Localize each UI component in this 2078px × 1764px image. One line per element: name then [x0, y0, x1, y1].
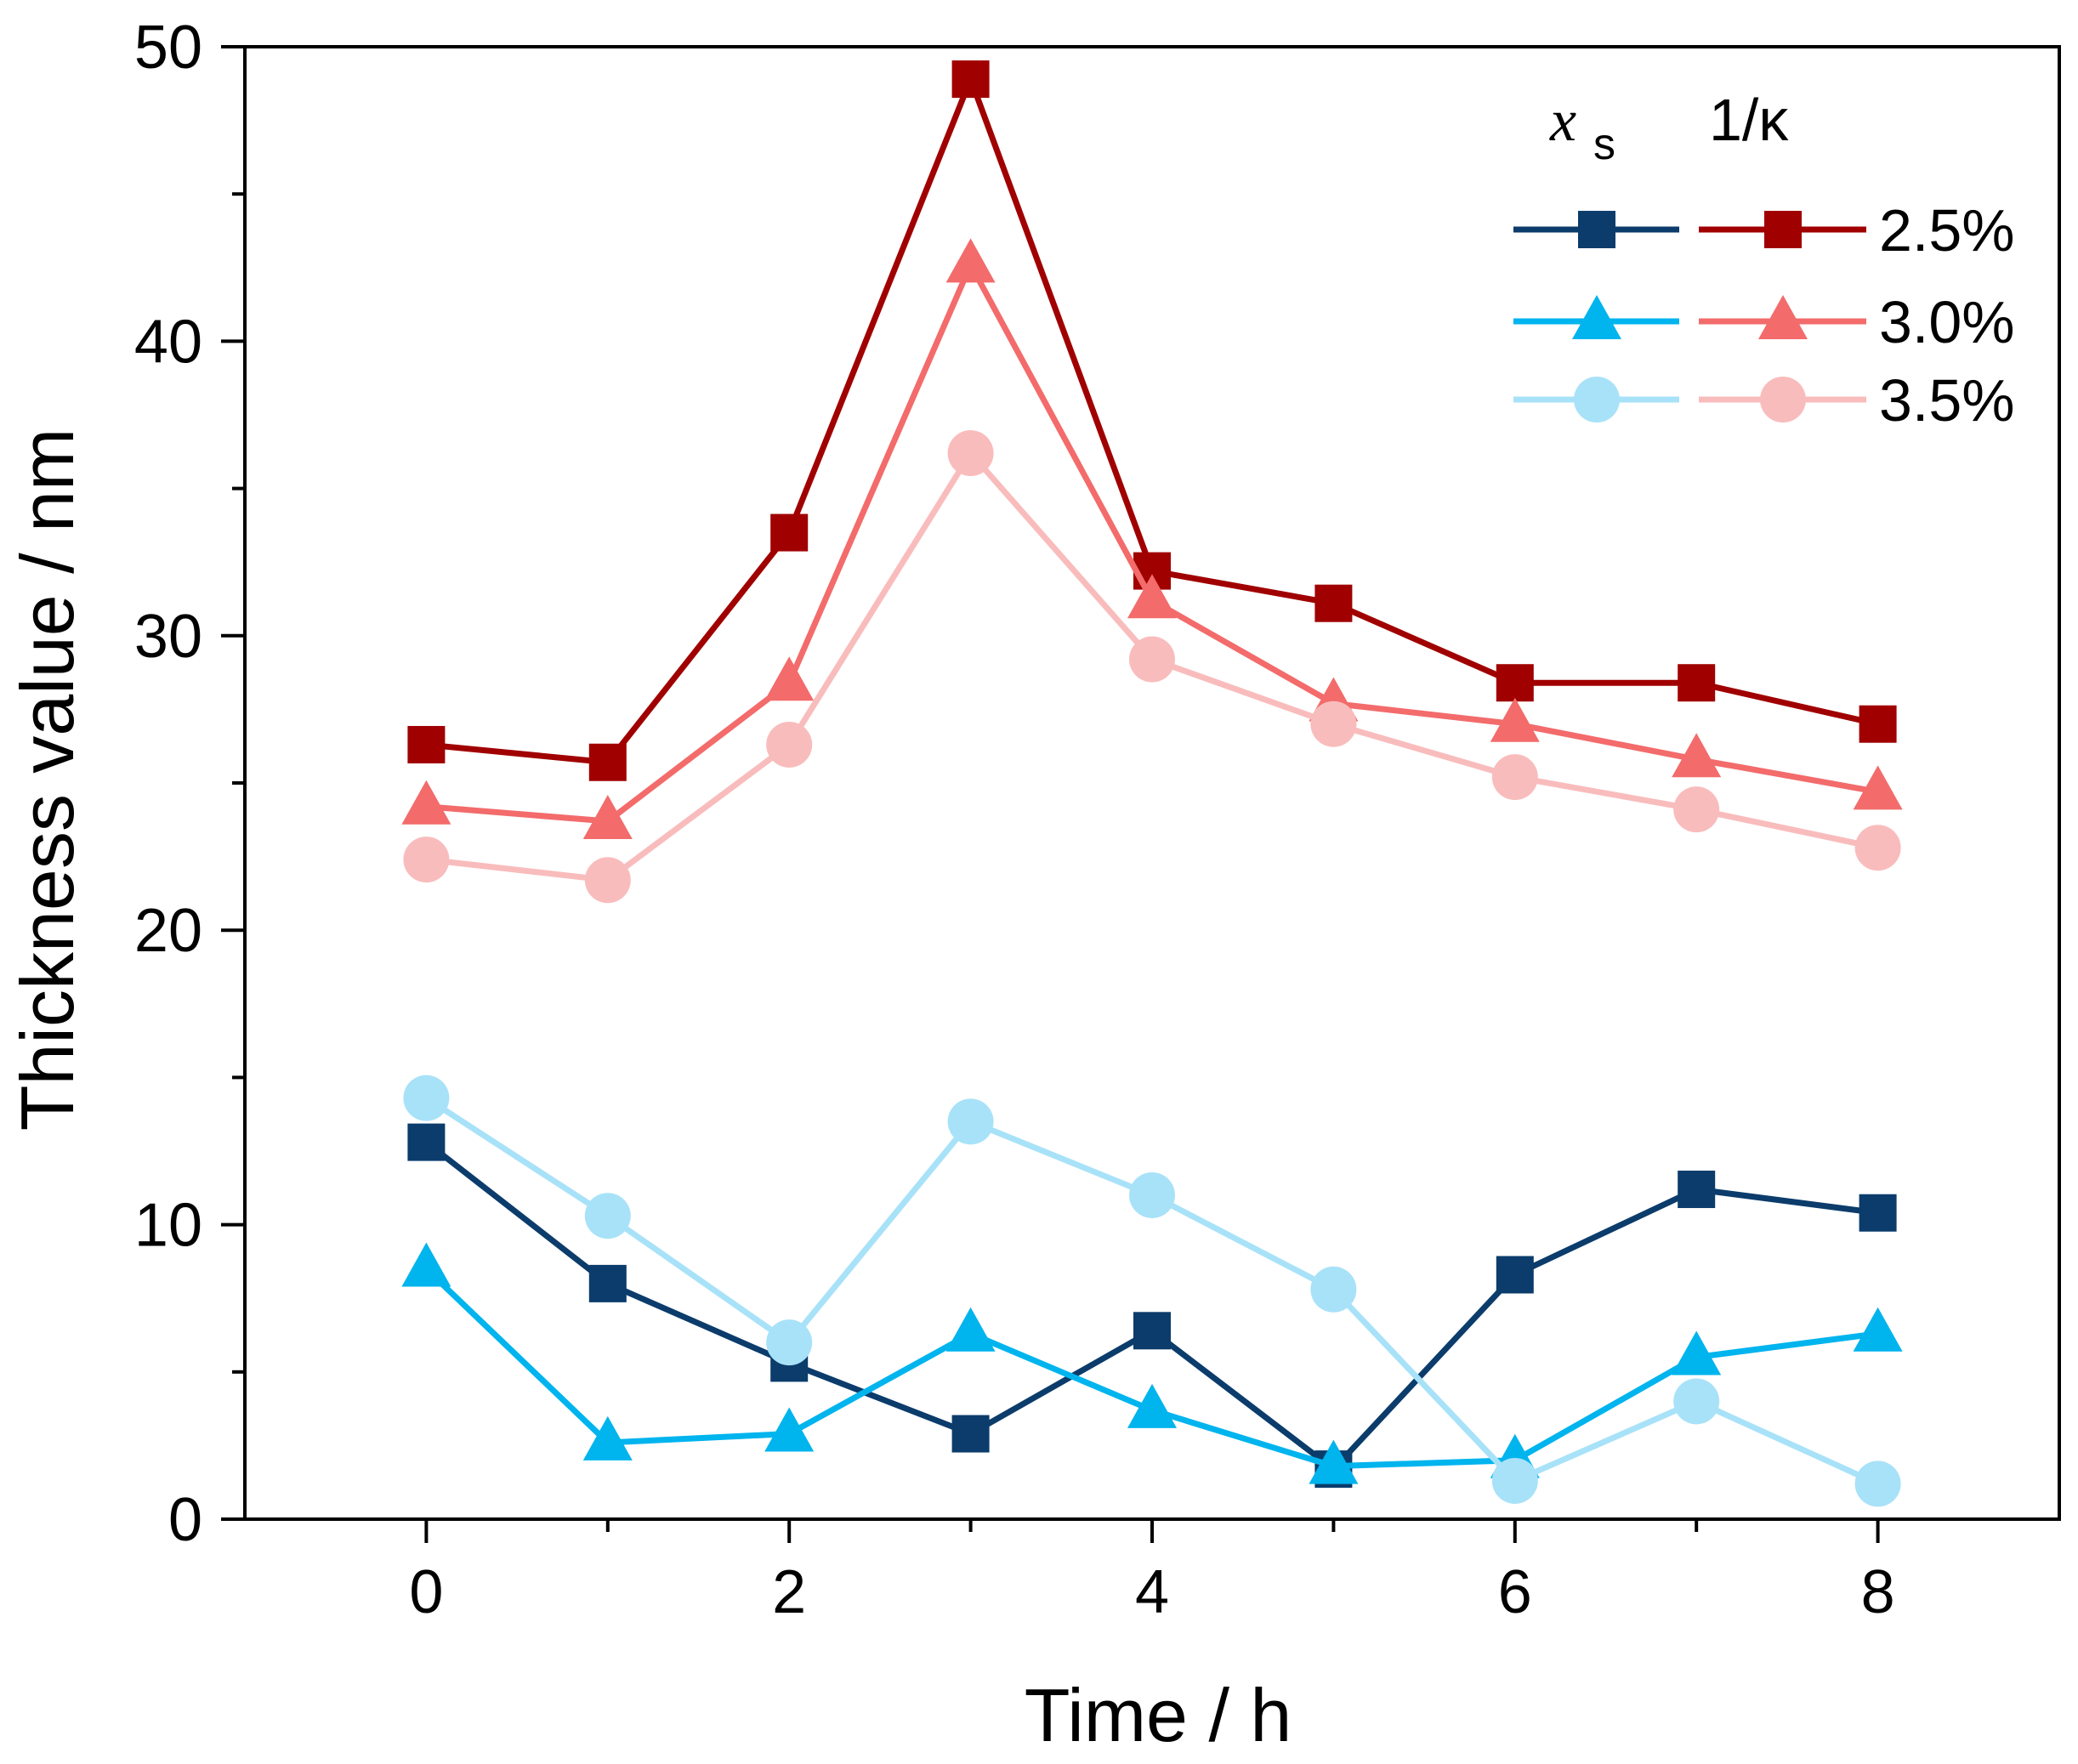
data-point	[1309, 1439, 1359, 1484]
data-point	[584, 857, 631, 904]
data-point	[1127, 1383, 1177, 1428]
y-tick-label: 40	[134, 308, 202, 376]
x-tick-label: 0	[409, 1558, 443, 1626]
legend-marker-xs	[1578, 211, 1615, 248]
data-point	[1496, 664, 1534, 702]
data-point	[1853, 1307, 1903, 1352]
data-point	[1490, 697, 1540, 742]
series-xs-2	[403, 1075, 1901, 1507]
y-tick-label: 50	[134, 14, 202, 82]
data-point	[1859, 705, 1897, 743]
data-point	[1129, 636, 1175, 683]
data-point	[1310, 700, 1357, 747]
data-point	[770, 513, 809, 552]
data-point	[764, 1407, 815, 1452]
data-point	[1672, 733, 1722, 778]
data-point	[407, 725, 446, 763]
data-point	[1859, 1194, 1897, 1232]
y-tick-label: 30	[134, 603, 202, 671]
legend-header-xs: x	[1549, 88, 1576, 154]
x-tick-label: 4	[1135, 1558, 1169, 1626]
legend-marker-kappa	[1760, 377, 1806, 423]
legend-header-xs-subscript: s	[1593, 120, 1615, 169]
series-layer	[401, 60, 1903, 1507]
data-point	[1496, 1256, 1534, 1294]
data-point	[582, 795, 633, 840]
y-tick-label: 0	[168, 1486, 202, 1554]
data-point	[1129, 1171, 1175, 1218]
data-point	[951, 1415, 990, 1453]
data-point	[401, 1242, 451, 1287]
data-point	[1854, 1461, 1901, 1507]
series-xs-1	[401, 1242, 1903, 1484]
legend-marker-xs	[1572, 295, 1621, 339]
data-point	[766, 721, 813, 768]
data-point	[1133, 1312, 1171, 1350]
data-point	[403, 837, 450, 883]
data-point	[1314, 584, 1353, 622]
legend-header-kappa: 1/κ	[1709, 87, 1789, 153]
data-point	[1678, 1171, 1716, 1209]
series-xs-0	[407, 1123, 1897, 1489]
x-tick-label: 8	[1861, 1558, 1895, 1626]
legend-marker-kappa	[1758, 295, 1808, 339]
legend-label: 3.0%	[1879, 289, 2015, 355]
data-point	[401, 780, 451, 825]
data-point	[584, 1193, 631, 1239]
data-point	[407, 1123, 446, 1161]
data-point	[945, 238, 996, 283]
x-axis-title: Time / h	[1025, 1673, 1292, 1757]
series-kappa-2	[403, 430, 1901, 904]
data-point	[1672, 1330, 1722, 1375]
x-tick-label: 6	[1498, 1558, 1532, 1626]
series-line	[426, 261, 1879, 825]
data-point	[1673, 1378, 1720, 1425]
data-point	[1127, 574, 1177, 619]
data-point	[1491, 754, 1538, 801]
plot-frame	[243, 45, 2061, 1521]
x-tick-label: 2	[772, 1558, 806, 1626]
data-point	[1854, 825, 1901, 871]
legend-label: 3.5%	[1879, 367, 2015, 434]
data-point	[1853, 765, 1903, 810]
series-kappa-1	[401, 238, 1903, 840]
data-point	[403, 1075, 450, 1121]
data-point	[1491, 1457, 1538, 1504]
data-point	[766, 1319, 813, 1366]
legend-label: 2.5%	[1879, 197, 2015, 264]
data-point	[1310, 1266, 1357, 1313]
data-point	[1673, 786, 1720, 833]
data-point	[945, 1307, 996, 1352]
y-axis-title: Thickness value / nm	[5, 428, 89, 1132]
data-point	[951, 60, 990, 99]
data-point	[947, 1098, 994, 1145]
data-point	[588, 1264, 627, 1302]
data-point	[1678, 664, 1716, 702]
data-point	[582, 1415, 633, 1461]
data-point	[588, 743, 627, 781]
legend: x s 1/κ 2.5% 3.0% 3.5%	[1513, 87, 2015, 434]
axes-layer: 0 2 4 6 8 0 10 20 30 40 50	[134, 14, 2061, 1626]
legend-marker-kappa	[1764, 211, 1802, 248]
data-point	[764, 656, 815, 701]
y-tick-label: 20	[134, 897, 202, 965]
legend-marker-xs	[1574, 377, 1620, 423]
data-point	[947, 430, 994, 477]
y-tick-label: 10	[134, 1192, 202, 1260]
